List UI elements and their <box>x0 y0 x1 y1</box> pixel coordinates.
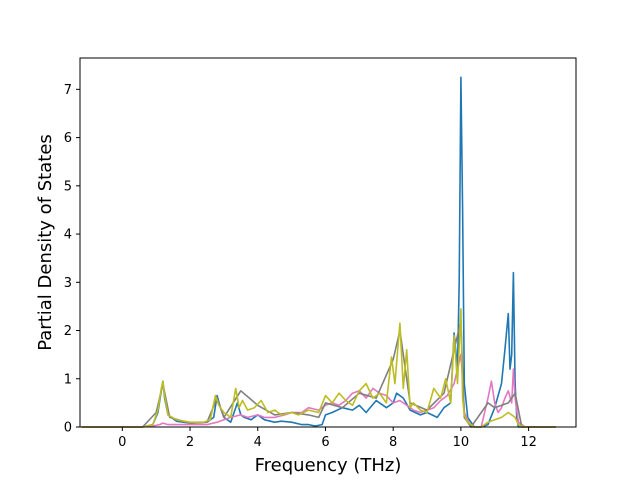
y-axis-label: Partial Density of States <box>35 134 56 351</box>
y-tick-label: 4 <box>64 228 72 243</box>
y-tick-label: 0 <box>64 421 72 436</box>
x-tick-label: 2 <box>186 435 194 450</box>
series-line-1 <box>81 76 556 428</box>
y-tick-label: 5 <box>64 179 72 194</box>
x-axis: 0 2 4 6 8 10 12 <box>118 427 537 450</box>
y-axis: 0 1 2 3 4 5 6 7 <box>64 83 80 436</box>
x-tick-label: 4 <box>254 435 262 450</box>
x-tick-label: 0 <box>118 435 126 450</box>
x-tick-label: 12 <box>520 435 537 450</box>
x-tick-label: 6 <box>321 435 329 450</box>
y-tick-label: 3 <box>64 276 72 291</box>
y-tick-label: 7 <box>64 83 72 98</box>
y-tick-label: 6 <box>64 131 72 146</box>
y-tick-label: 1 <box>64 372 72 387</box>
x-tick-label: 10 <box>453 435 470 450</box>
x-tick-label: 8 <box>389 435 397 450</box>
axes-frame <box>79 57 577 428</box>
series-line-4 <box>81 308 556 428</box>
y-tick-label: 2 <box>64 324 72 339</box>
x-axis-label: Frequency (THz) <box>255 455 402 476</box>
plot-area <box>81 76 556 428</box>
